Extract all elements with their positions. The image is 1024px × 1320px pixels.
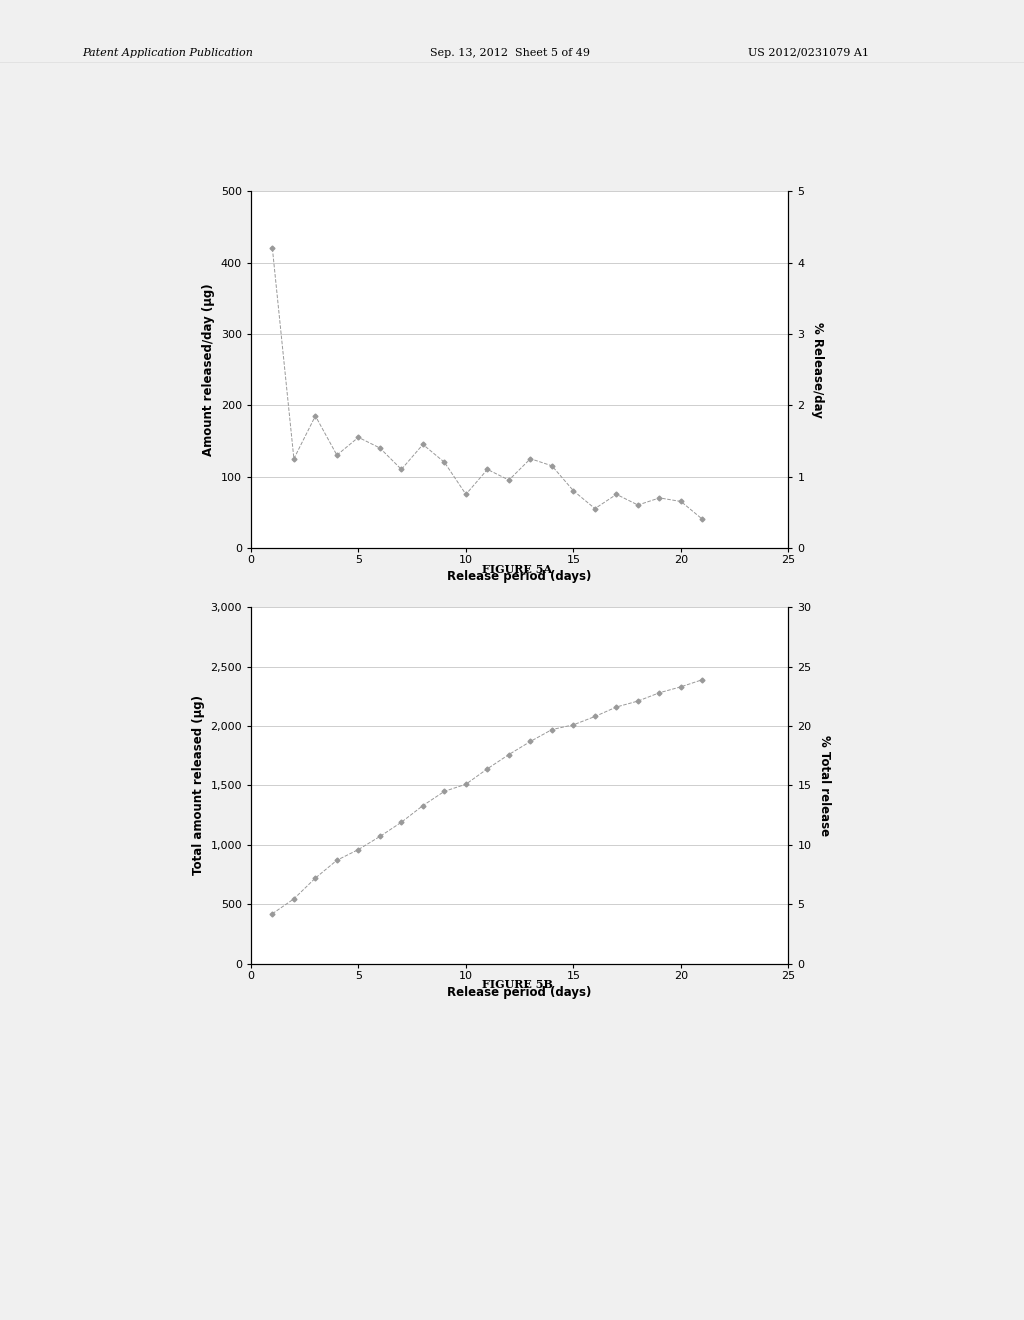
Y-axis label: % Release/day: % Release/day	[811, 322, 824, 417]
Text: Sep. 13, 2012  Sheet 5 of 49: Sep. 13, 2012 Sheet 5 of 49	[430, 48, 590, 58]
Text: FIGURE 5B: FIGURE 5B	[481, 979, 553, 990]
Text: US 2012/0231079 A1: US 2012/0231079 A1	[748, 48, 868, 58]
Y-axis label: % Total release: % Total release	[818, 735, 831, 836]
Text: Patent Application Publication: Patent Application Publication	[82, 48, 253, 58]
Y-axis label: Total amount released (µg): Total amount released (µg)	[191, 696, 205, 875]
X-axis label: Release period (days): Release period (days)	[447, 986, 592, 999]
Text: FIGURE 5A: FIGURE 5A	[482, 564, 552, 574]
Y-axis label: Amount released/day (µg): Amount released/day (µg)	[202, 284, 215, 455]
X-axis label: Release period (days): Release period (days)	[447, 570, 592, 583]
